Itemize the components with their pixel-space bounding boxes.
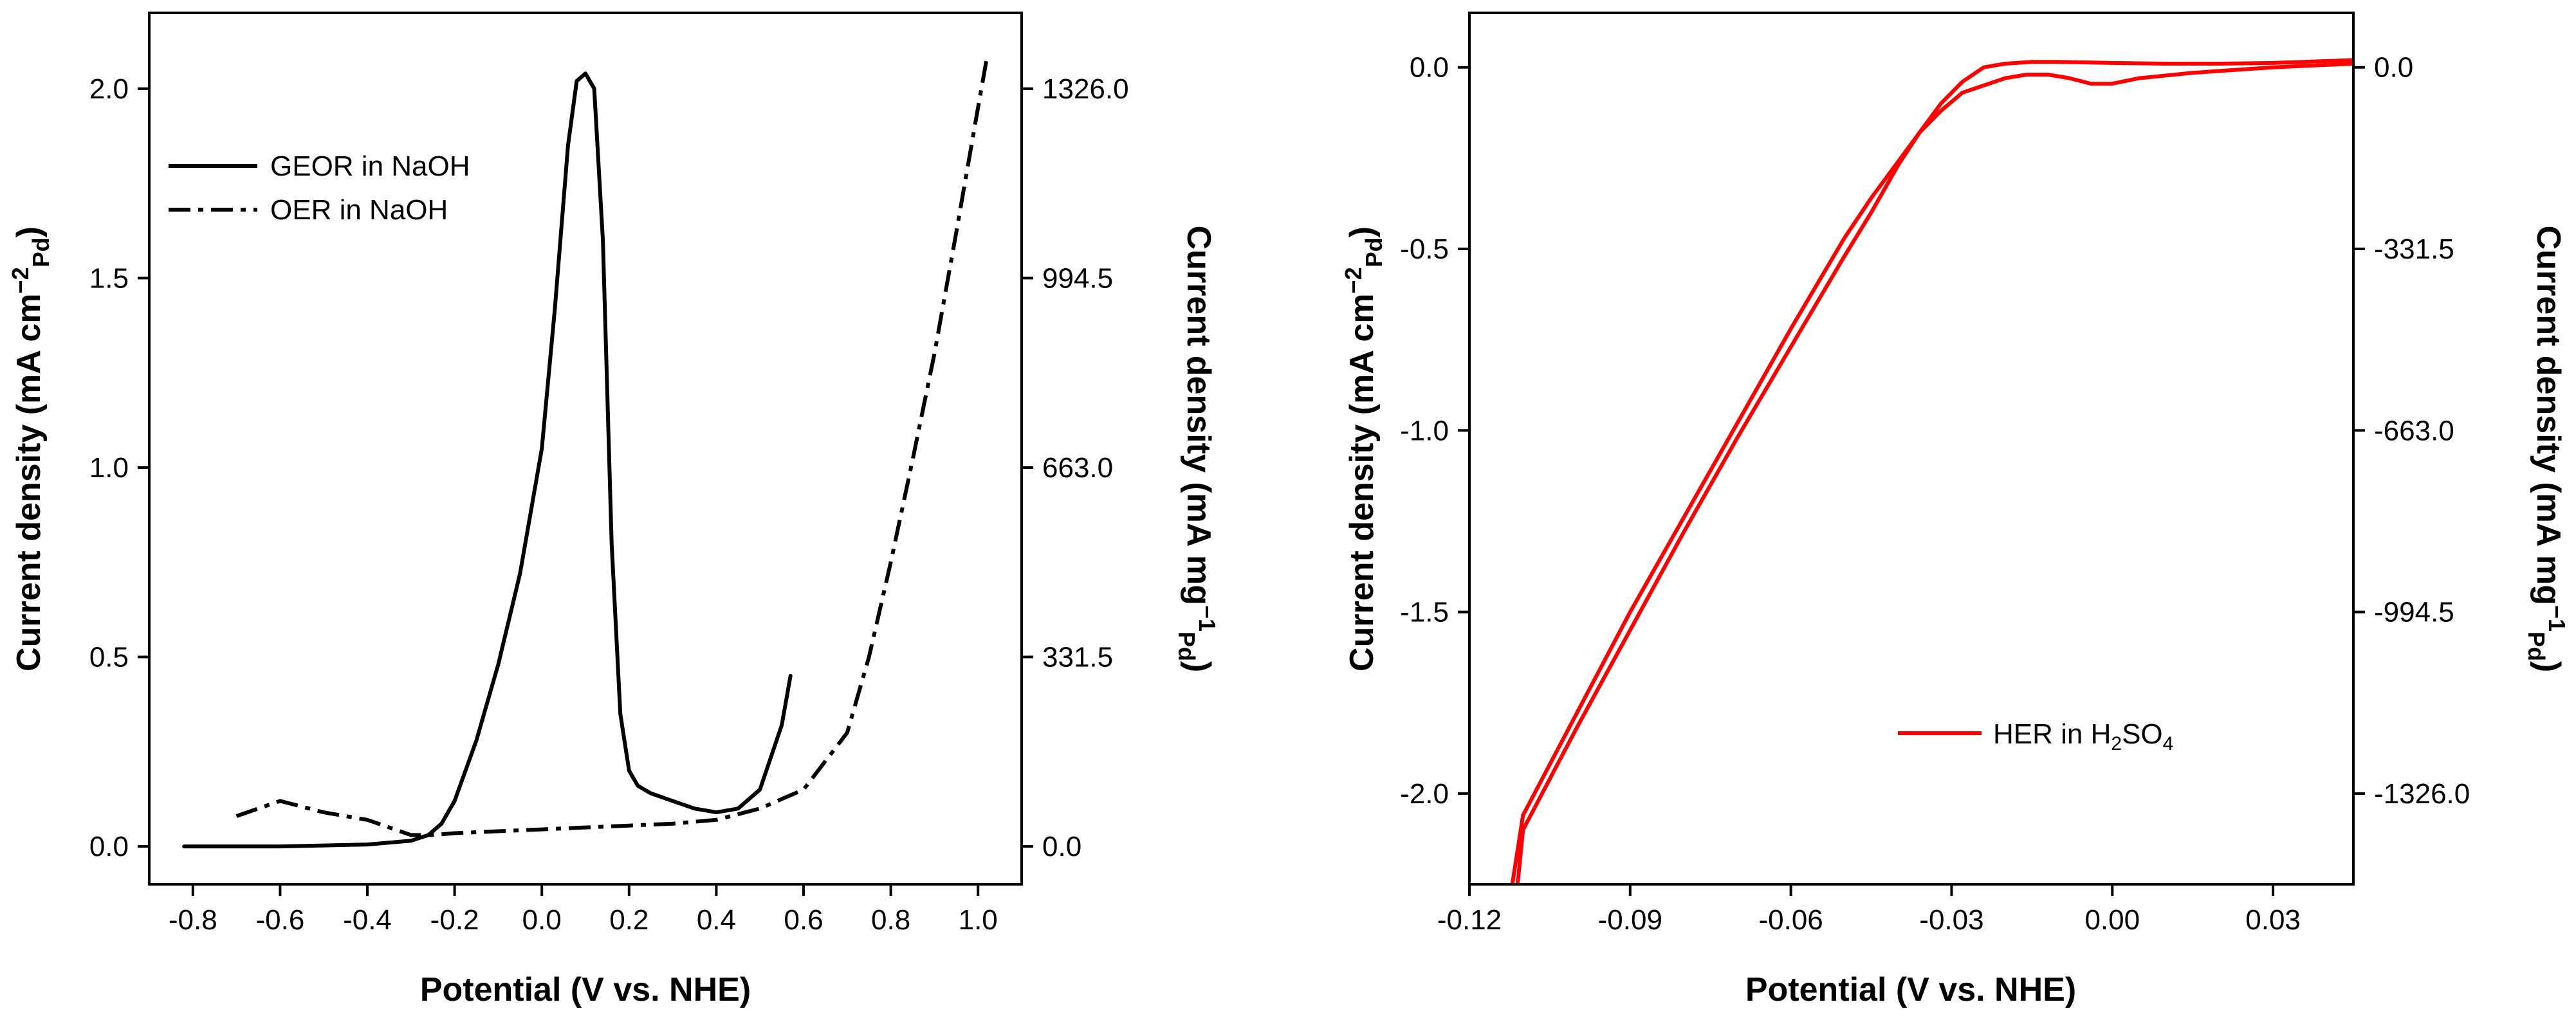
y2-tick-label: -994.5 [2374,597,2454,628]
x-tick-label: -0.2 [430,904,479,936]
y2-tick-label: -1326.0 [2374,778,2470,810]
legend-label-oer: OER in NaOH [270,194,448,226]
x-tick-label: 0.4 [697,904,736,936]
y-tick-label: 1.5 [89,262,129,294]
x-tick-label: -0.12 [1437,904,1502,936]
y-tick-label: 0.5 [89,642,129,673]
x-tick-label: -0.09 [1598,904,1662,936]
y-tick-label: 0.0 [1410,52,1449,84]
x-tick-label: -0.4 [343,904,392,936]
x-tick-label: -0.03 [1919,904,1983,936]
y-tick-label: -0.5 [1400,233,1449,265]
legend-label-geor: GEOR in NaOH [270,150,470,182]
y2-tick-label: 0.0 [1042,831,1081,862]
series-line-0 [182,71,793,849]
y2-tick-label: 663.0 [1042,452,1113,484]
y-tick-label: -1.5 [1400,597,1449,628]
legend-left: GEOR in NaOH OER in NaOH [169,150,470,226]
plot-area-right [1510,58,2353,884]
y2-tick-label: 1326.0 [1042,73,1129,105]
y-tick-label: 2.0 [89,73,129,105]
x-tick-label: 0.8 [871,904,910,936]
y-axis-title-left: Current density (mA cm−2Pd) [7,226,54,671]
x-tick-label: 0.0 [522,904,562,936]
x-tick-label: -0.06 [1758,904,1823,936]
x-tick-label: 0.6 [784,904,823,936]
legend-label-her: HER in H2SO4 [1993,718,2173,754]
x-tick-label: 0.2 [609,904,649,936]
x-axis-title-left: Potential (V vs. NHE) [420,971,751,1008]
plot-frame-left [148,12,1023,886]
y-axis-title-right: Current density (mA cm−2Pd) [1340,226,1387,671]
y-axis-right: 0.0 -0.5 -1.0 -1.5 -2.0 [1400,52,1469,810]
y2-tick-label: -331.5 [2374,233,2454,265]
y-axis-left: 0.0 0.5 1.0 1.5 2.0 [89,73,149,862]
plot-area-left [182,58,989,849]
y2-tick-label: 331.5 [1042,642,1113,673]
y2-axis-left: 0.0 331.5 663.0 994.5 1326.0 [1022,73,1129,862]
y-tick-label: 0.0 [89,831,129,862]
x-tick-label: 0.00 [2084,904,2140,936]
chart-her: -0.12 -0.09 -0.06 -0.03 0.00 0.03 0.0 -0.5 -1.0… [1340,12,2570,1008]
x-axis-left: -0.8 -0.6 -0.4 -0.2 0.0 0.2 0.4 0.6 0.8 1.0 [169,884,998,936]
x-tick-label: 1.0 [959,904,998,936]
y2-tick-label: 994.5 [1042,262,1113,294]
y2-tick-label: -663.0 [2374,415,2454,446]
y-tick-label: -2.0 [1400,778,1449,810]
x-tick-label: 0.03 [2245,904,2301,936]
chart-geor-oer: -0.8 -0.6 -0.4 -0.2 0.0 0.2 0.4 0.6 0.8 1.0 0.00.… [7,12,1220,1008]
x-axis-title-right: Potential (V vs. NHE) [1745,971,2076,1008]
x-tick-label: -0.6 [255,904,304,936]
y2-axis-title-left: Current density (mA mg−1Pd) [1173,226,1220,673]
series-line-1 [235,58,989,837]
y2-tick-label: 0.0 [2374,52,2413,84]
legend-right: HER in H2SO4 [1898,718,2173,754]
y2-axis-title-right: Current density (mA mg−1Pd) [2523,226,2570,673]
y-tick-label: 1.0 [89,452,129,484]
series-line-0 [1510,62,2353,884]
plot-frame-right [1468,12,2355,886]
x-tick-label: -0.8 [169,904,217,936]
x-axis-right: -0.12 -0.09 -0.06 -0.03 0.00 0.03 [1437,884,2301,936]
series-line-1 [1515,58,2353,884]
y2-axis-right: 0.0 -331.5 -663.0 -994.5 -1326.0 [2353,52,2470,810]
y-tick-label: -1.0 [1400,415,1449,446]
